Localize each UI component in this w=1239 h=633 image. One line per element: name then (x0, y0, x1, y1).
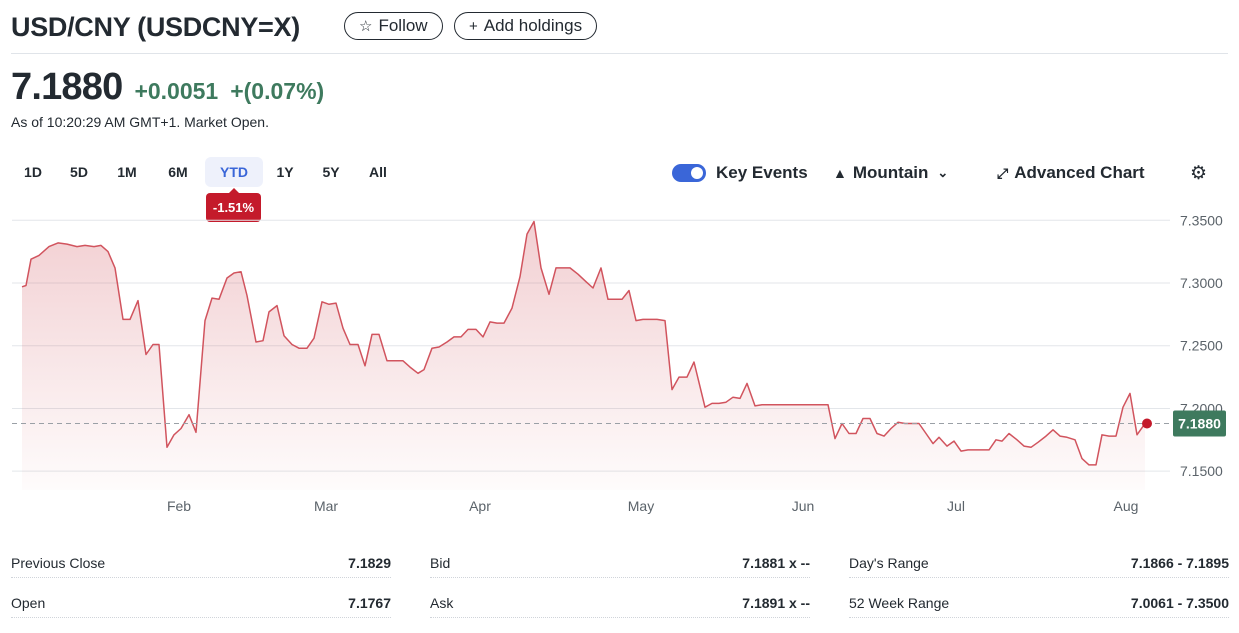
advanced-chart-label: Advanced Chart (1014, 163, 1145, 182)
range-tab-all[interactable]: All (355, 157, 401, 187)
quote-stats: Previous Close 7.1829 Open 7.1767 Bid 7.… (11, 548, 1229, 628)
stat-label: Previous Close (11, 554, 106, 571)
add-holdings-button[interactable]: + Add holdings (454, 12, 598, 40)
stat-label: Day's Range (849, 554, 929, 571)
ytd-change-badge: -1.51% (206, 188, 261, 222)
current-price-tag (1173, 410, 1226, 437)
x-tick-label: Jul (947, 498, 965, 514)
price-line (21, 220, 1146, 466)
x-tick-label: Mar (314, 498, 338, 514)
y-tick-label: 7.2500 (1180, 338, 1223, 354)
stat-value: 7.0061 - 7.3500 (1130, 594, 1229, 611)
current-price-dot (1142, 418, 1152, 429)
x-tick-label: May (628, 498, 654, 514)
gear-icon[interactable]: ⚙ (1190, 163, 1208, 184)
stat-label: Ask (430, 594, 454, 611)
y-tick-label: 7.3000 (1180, 275, 1223, 291)
key-events-label: Key Events (716, 163, 808, 182)
chevron-down-icon: ⌄ (937, 165, 949, 180)
range-tab-1y[interactable]: 1Y (263, 157, 307, 187)
stat-label: Bid (430, 554, 451, 571)
price-change: +0.0051 (134, 78, 219, 104)
price-row: 7.1880 +0.0051 +(0.07%) (11, 66, 324, 112)
quote-header: USD/CNY (USDCNY=X) ☆ Follow + Add holdin… (11, 8, 1228, 54)
expand-arrow-icon: ⤢ (997, 164, 1009, 181)
star-icon: ☆ (359, 18, 373, 35)
price-chart[interactable]: 7.3500 7.3000 7.2500 7.2000 7.1500 Feb Mar Apr M… (0, 200, 1239, 525)
range-tab-1m[interactable]: 1M (103, 157, 151, 187)
stat-bid: Bid 7.1881 x -- (430, 548, 810, 578)
stat-value: 7.1829 (348, 554, 391, 571)
stat-value: 7.1891 x -- (742, 594, 810, 611)
stat-open: Open 7.1767 (11, 588, 391, 618)
stat-previous-close: Previous Close 7.1829 (11, 548, 391, 578)
stat-value: 7.1866 - 7.1895 (1130, 554, 1229, 571)
range-tab-1d[interactable]: 1D (11, 157, 55, 187)
add-holdings-label: Add holdings (483, 16, 583, 35)
chart-type-dropdown[interactable]: ▲ Mountain ⌄ (833, 160, 948, 186)
range-tab-6m[interactable]: 6M (151, 157, 205, 187)
x-tick-label: Aug (1114, 498, 1139, 514)
stat-label: 52 Week Range (849, 594, 950, 611)
x-tick-label: Apr (469, 498, 491, 514)
chart-type-label: Mountain (852, 163, 929, 182)
y-tick-label: 7.3500 (1180, 212, 1223, 228)
page-title: USD/CNY (USDCNY=X) (11, 12, 300, 42)
stat-value: 7.1767 (348, 594, 391, 611)
stat-52-week-range: 52 Week Range 7.0061 - 7.3500 (849, 588, 1229, 618)
stat-ask: Ask 7.1891 x -- (430, 588, 810, 618)
follow-label: Follow (378, 16, 428, 35)
stat-days-range: Day's Range 7.1866 - 7.1895 (849, 548, 1229, 578)
mountain-icon: ▲ (833, 165, 847, 181)
toggle-switch[interactable] (672, 164, 706, 182)
advanced-chart-button[interactable]: ⤢ Advanced Chart (997, 160, 1145, 186)
stat-value: 7.1881 x -- (742, 554, 810, 571)
price-area (22, 221, 1145, 490)
range-tab-5y[interactable]: 5Y (307, 157, 355, 187)
range-selector: 1D 5D 1M 6M YTD 1Y 5Y All (11, 157, 401, 187)
x-tick-label: Feb (167, 498, 191, 514)
stat-label: Open (11, 594, 46, 611)
x-tick-label: Jun (792, 498, 815, 514)
key-events-toggle[interactable]: Key Events (672, 160, 808, 186)
follow-button[interactable]: ☆ Follow (344, 12, 443, 40)
range-tab-ytd[interactable]: YTD (205, 157, 263, 187)
plus-icon: + (469, 17, 478, 35)
y-tick-label: 7.1500 (1180, 463, 1223, 479)
current-price: 7.1880 (11, 66, 123, 108)
current-price-label: 7.1880 (1178, 416, 1221, 432)
market-time-note: As of 10:20:29 AM GMT+1. Market Open. (11, 114, 269, 130)
range-tab-5d[interactable]: 5D (55, 157, 103, 187)
price-change-percent: +(0.07%) (230, 78, 325, 104)
